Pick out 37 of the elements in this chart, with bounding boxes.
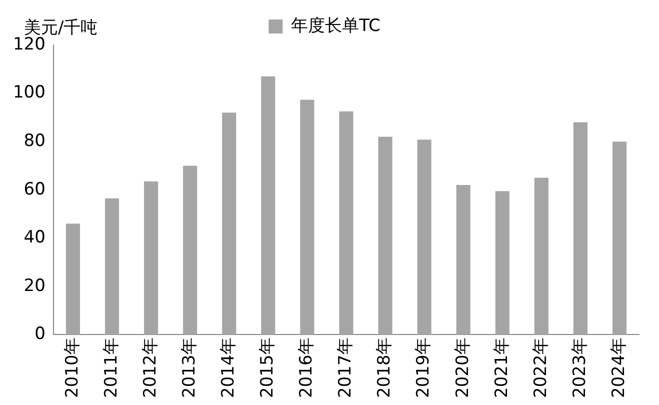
x-tick-label: 2014年 <box>218 338 239 398</box>
bar <box>456 185 470 335</box>
x-tick-label: 2024年 <box>608 338 629 398</box>
x-tick-label: 2010年 <box>62 338 82 398</box>
legend-label: 年度长单TC <box>291 16 380 36</box>
bar <box>183 166 198 335</box>
y-tick-label: 100 <box>12 82 46 103</box>
bar <box>300 100 314 335</box>
bar <box>534 178 548 335</box>
x-tick-label: 2019年 <box>414 338 434 398</box>
bar <box>261 76 276 335</box>
x-tick-label: 2015年 <box>258 338 278 398</box>
y-tick-label: 60 <box>24 179 46 200</box>
y-tick-label: 20 <box>24 276 46 296</box>
x-tick-label: 2022年 <box>530 338 551 398</box>
x-tick-label: 2018年 <box>374 338 395 398</box>
x-tick-label: 2017年 <box>336 338 356 398</box>
y-tick-label: 80 <box>24 131 46 151</box>
bar <box>339 111 354 335</box>
x-tick-label: 2023年 <box>570 338 590 398</box>
bar <box>417 140 432 335</box>
bar <box>104 198 120 335</box>
x-tick-label: 2016年 <box>296 338 317 398</box>
bar <box>612 142 627 335</box>
bar <box>378 136 392 335</box>
x-tick-label: 2012年 <box>140 338 160 398</box>
bar <box>144 181 158 335</box>
bar <box>222 112 236 335</box>
x-tick-label: 2021年 <box>492 338 512 398</box>
y-tick-label: 40 <box>24 228 46 248</box>
x-tick-label: 2020年 <box>452 338 473 398</box>
x-tick-label: 2011年 <box>101 338 122 398</box>
bar <box>495 191 510 335</box>
y-tick-label: 0 <box>34 324 46 344</box>
bar <box>66 224 80 335</box>
x-tick-label: 2013年 <box>180 338 200 398</box>
bar <box>573 122 588 335</box>
